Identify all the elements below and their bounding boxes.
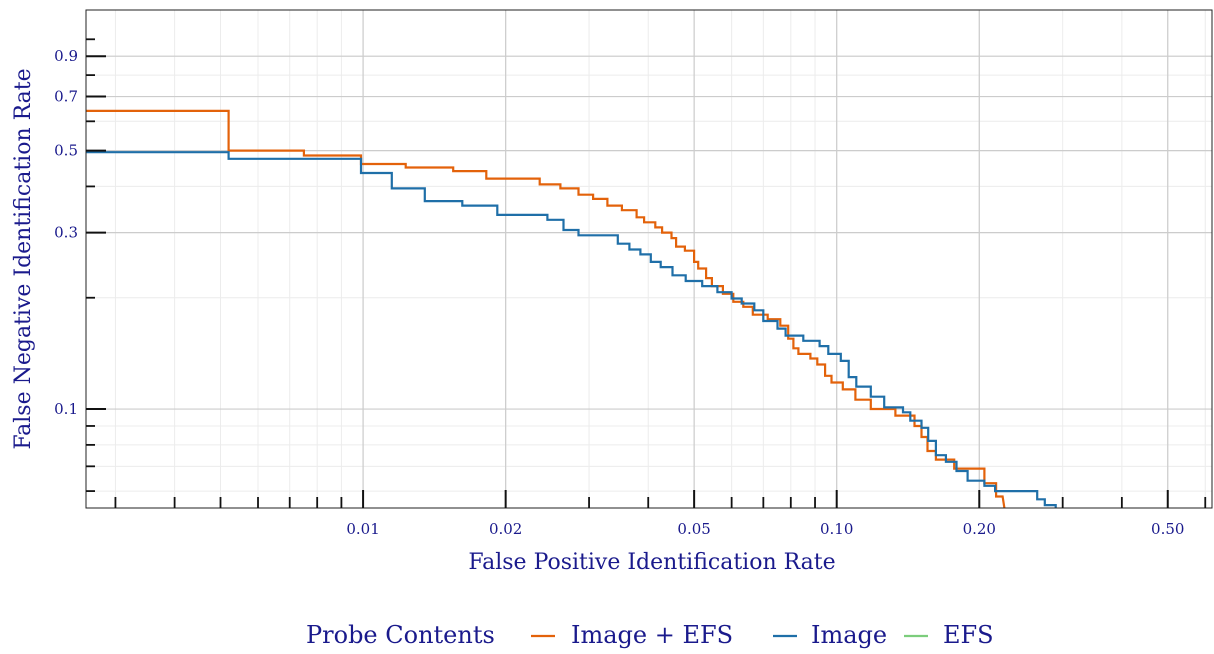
x-tick-label: 0.20 bbox=[963, 520, 996, 538]
x-tick-label: 0.05 bbox=[677, 520, 710, 538]
legend-label-image: Image bbox=[811, 621, 887, 649]
x-tick-label: 0.10 bbox=[820, 520, 853, 538]
legend: Probe Contents Image + EFS Image EFS bbox=[306, 621, 994, 649]
grid-minor bbox=[86, 10, 1212, 508]
y-tick-label: 0.1 bbox=[54, 400, 78, 418]
x-tick-label: 0.01 bbox=[346, 520, 379, 538]
plot-frame bbox=[85, 9, 1213, 509]
x-tick-label: 0.50 bbox=[1151, 520, 1184, 538]
legend-label-image-efs: Image + EFS bbox=[571, 621, 733, 649]
y-tick-label: 0.5 bbox=[54, 142, 78, 160]
series-line-image-efs bbox=[86, 109, 1006, 509]
grid-major bbox=[86, 10, 1212, 508]
tick-labels: 0.01 0.02 0.05 0.10 0.20 0.50 0.1 0.3 0.5 0.7 0.9 bbox=[54, 47, 1184, 538]
legend-title: Probe Contents bbox=[306, 621, 495, 649]
y-tick-label: 0.3 bbox=[54, 224, 78, 242]
series-line-image bbox=[86, 151, 1057, 508]
y-axis-label: False Negative Identification Rate bbox=[11, 68, 36, 449]
y-tick-label: 0.7 bbox=[54, 88, 78, 106]
series-layer bbox=[86, 109, 1057, 509]
x-tick-label: 0.02 bbox=[489, 520, 522, 538]
x-axis-label: False Positive Identification Rate bbox=[468, 550, 835, 575]
legend-label-efs: EFS bbox=[943, 621, 994, 649]
ticks-layer bbox=[86, 38, 1207, 508]
y-tick-label: 0.9 bbox=[54, 47, 78, 65]
